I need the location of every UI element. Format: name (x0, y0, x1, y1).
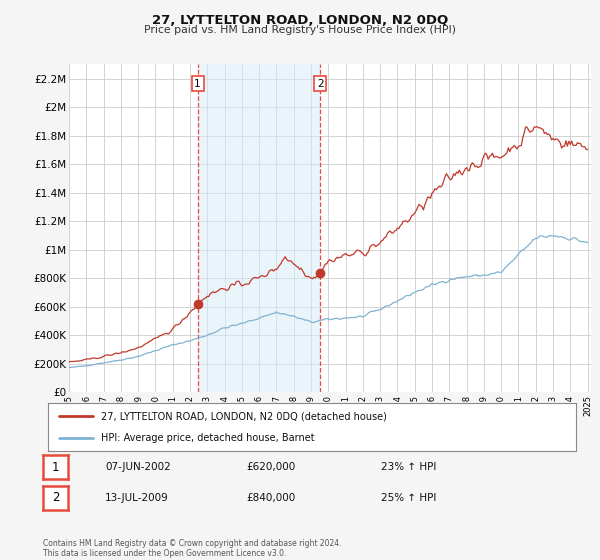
Text: 2: 2 (317, 78, 323, 88)
Text: 07-JUN-2002: 07-JUN-2002 (105, 462, 171, 472)
Text: Contains HM Land Registry data © Crown copyright and database right 2024.
This d: Contains HM Land Registry data © Crown c… (43, 539, 342, 558)
Text: HPI: Average price, detached house, Barnet: HPI: Average price, detached house, Barn… (101, 433, 314, 443)
Text: 2: 2 (52, 491, 59, 505)
Text: 27, LYTTELTON ROAD, LONDON, N2 0DQ: 27, LYTTELTON ROAD, LONDON, N2 0DQ (152, 14, 448, 27)
Text: 13-JUL-2009: 13-JUL-2009 (105, 493, 169, 503)
Text: 1: 1 (52, 460, 59, 474)
Text: 23% ↑ HPI: 23% ↑ HPI (381, 462, 436, 472)
Text: 25% ↑ HPI: 25% ↑ HPI (381, 493, 436, 503)
Bar (197, 64, 320, 392)
Text: Price paid vs. HM Land Registry's House Price Index (HPI): Price paid vs. HM Land Registry's House … (144, 25, 456, 35)
Text: 1: 1 (194, 78, 201, 88)
Text: £840,000: £840,000 (246, 493, 295, 503)
Text: £620,000: £620,000 (246, 462, 295, 472)
Text: 27, LYTTELTON ROAD, LONDON, N2 0DQ (detached house): 27, LYTTELTON ROAD, LONDON, N2 0DQ (deta… (101, 411, 386, 421)
